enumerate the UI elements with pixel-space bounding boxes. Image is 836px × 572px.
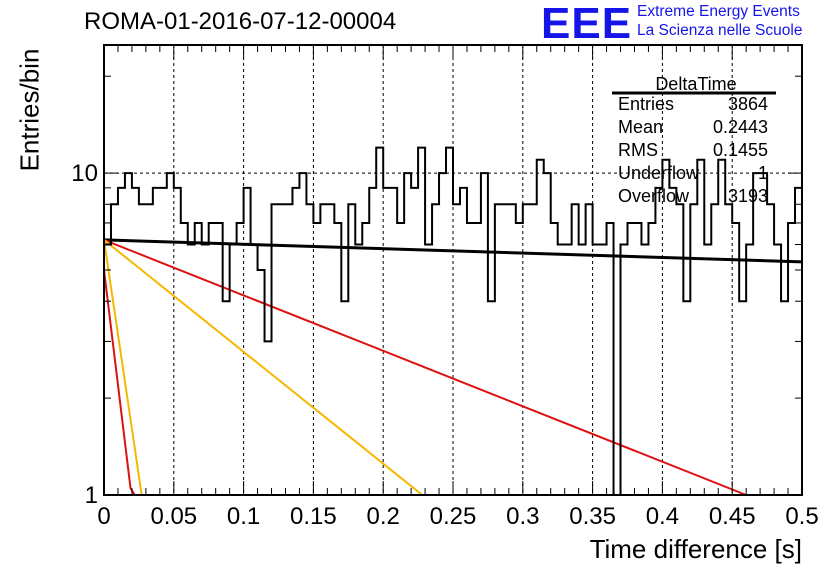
- tick-labels: 0 0.05 0.1 0.15 0.2 0.25 0.3 0.35 0.4 0.45 0.5 1 10: [71, 160, 818, 530]
- x-tick-label: 0.45: [709, 503, 756, 530]
- x-axis-label: Time difference [s]: [589, 534, 802, 564]
- stats-row-label: RMS: [618, 140, 658, 160]
- stats-row-value: 0.1455: [713, 140, 768, 160]
- stats-row-label: Overflow: [618, 186, 690, 206]
- fit-line: [103, 238, 747, 496]
- axis-ticks: [103, 45, 803, 496]
- x-tick-label: 0.35: [569, 503, 616, 530]
- stats-row-label: Entries: [618, 94, 674, 114]
- grid-lines: [104, 45, 802, 495]
- stats-row-value: 3864: [728, 94, 768, 114]
- y-axis-label: Entries/bin: [14, 48, 45, 172]
- x-tick-label: 0.3: [506, 503, 539, 530]
- x-tick-label: 0.05: [150, 503, 197, 530]
- fit-line: [103, 239, 143, 496]
- x-tick-label: 0.25: [430, 503, 477, 530]
- fit-line: [103, 239, 423, 496]
- stats-row-label: Mean: [618, 117, 663, 137]
- stats-title: DeltaTime: [655, 74, 736, 94]
- stats-row-value: 0.2443: [713, 117, 768, 137]
- fit-line: [103, 238, 803, 264]
- fit-line: [103, 269, 136, 496]
- stats-row-label: Underflow: [618, 163, 700, 183]
- run-title: ROMA-01-2016-07-12-00004: [84, 8, 397, 35]
- x-tick-label: 0.1: [227, 503, 260, 530]
- y-tick-label: 10: [71, 160, 98, 187]
- logo-line-2: La Scienza nelle Scuole: [637, 22, 803, 39]
- x-tick-label: 0.15: [290, 503, 337, 530]
- histogram-outline: [104, 146, 802, 496]
- logo-line-1: Extreme Energy Events: [637, 3, 800, 20]
- y-tick-label: 1: [85, 482, 98, 509]
- x-tick-label: 0.2: [367, 503, 400, 530]
- x-tick-label: 0: [97, 503, 110, 530]
- eee-logo: EEE: [541, 0, 633, 48]
- stats-row-value: 3193: [728, 186, 768, 206]
- stats-row-value: 1: [758, 163, 768, 183]
- fit-curves: [103, 238, 803, 496]
- x-tick-label: 0.4: [646, 503, 679, 530]
- x-tick-label: 0.5: [785, 503, 818, 530]
